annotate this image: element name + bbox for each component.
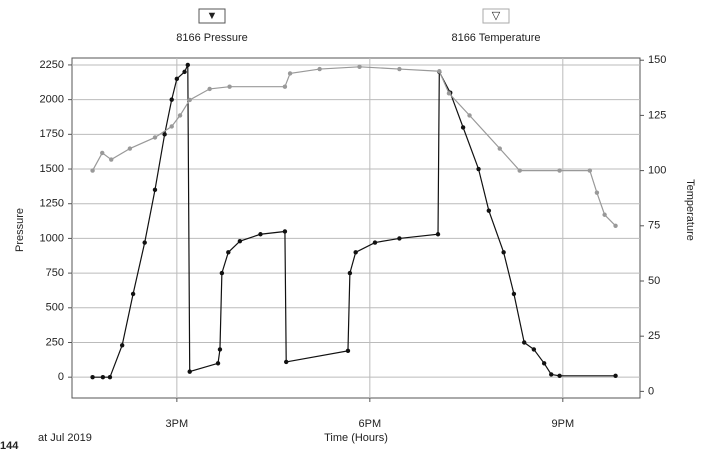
- data-point: [174, 76, 180, 82]
- x-tick-label: 9PM: [551, 418, 574, 430]
- data-point: [345, 348, 351, 354]
- data-point: [435, 232, 441, 237]
- data-point: [541, 361, 547, 366]
- data-point: [549, 372, 554, 377]
- data-point: [486, 208, 492, 213]
- y-tick-label: 0: [58, 371, 64, 383]
- data-point: [169, 97, 174, 102]
- data-point: [207, 86, 212, 92]
- data-point: [227, 84, 232, 89]
- y-tick-label: 500: [46, 302, 64, 314]
- data-point: [587, 168, 593, 173]
- plot-area: [71, 57, 641, 399]
- data-point: [460, 125, 466, 130]
- data-point: [130, 291, 136, 297]
- y-tick-label: 2250: [40, 59, 64, 71]
- y-tick-label: 1250: [40, 198, 64, 210]
- x-tick-label: 6PM: [359, 418, 382, 430]
- annotation-note: at Jul 2019: [38, 432, 92, 444]
- data-point: [162, 132, 167, 137]
- y-tick-label: 2000: [40, 94, 64, 106]
- data-point: [467, 113, 472, 118]
- data-point: [613, 373, 618, 378]
- x-tick-label: 3PM: [166, 418, 189, 430]
- y2-tick-label: 125: [648, 109, 666, 121]
- data-point: [169, 124, 174, 129]
- y2-tick-label: 75: [648, 220, 660, 232]
- data-point: [100, 150, 105, 156]
- data-point: [109, 157, 114, 162]
- data-point: [90, 168, 95, 173]
- y2-tick-label: 100: [648, 165, 666, 177]
- y2-axis-title: Temperature: [684, 179, 696, 241]
- legend-label: 8166 Temperature: [451, 32, 540, 44]
- data-point: [219, 270, 225, 276]
- data-point: [226, 250, 231, 255]
- y-tick-label: 250: [46, 336, 64, 348]
- data-point: [142, 240, 147, 245]
- data-point: [187, 97, 192, 103]
- data-point: [446, 91, 452, 96]
- data-point: [258, 232, 263, 237]
- y-tick-label: 750: [46, 267, 64, 279]
- data-point: [217, 347, 223, 352]
- data-point: [90, 374, 95, 380]
- data-point: [284, 359, 289, 365]
- series-line: [92, 64, 616, 378]
- data-point: [187, 369, 192, 374]
- data-point: [357, 64, 362, 70]
- data-point: [282, 84, 288, 89]
- y2-tick-label: 150: [648, 54, 666, 66]
- data-point: [397, 66, 402, 72]
- data-point: [282, 229, 288, 234]
- data-point: [152, 135, 158, 140]
- data-point: [182, 69, 187, 75]
- y-axis-title: Pressure: [14, 208, 26, 252]
- data-point: [287, 71, 293, 76]
- data-point: [177, 113, 183, 118]
- y2-tick-label: 0: [648, 385, 654, 397]
- data-point: [594, 190, 600, 195]
- annotation: 144: [0, 440, 19, 452]
- data-point: [100, 374, 106, 380]
- data-point: [372, 240, 378, 245]
- data-point: [501, 250, 506, 255]
- y2-tick-label: 50: [648, 275, 660, 287]
- legend-box[interactable]: [198, 8, 226, 24]
- legend-icon: ▼: [207, 10, 218, 22]
- data-point: [602, 212, 607, 217]
- y2-tick-label: 25: [648, 330, 660, 342]
- data-point: [215, 361, 221, 366]
- data-point: [476, 166, 481, 172]
- data-point: [613, 223, 618, 228]
- data-point: [511, 291, 517, 297]
- data-point: [497, 146, 502, 151]
- data-point: [185, 62, 190, 68]
- data-point: [517, 168, 522, 173]
- y-tick-label: 1000: [40, 232, 64, 244]
- data-point: [557, 373, 562, 378]
- data-point: [522, 340, 527, 345]
- legend-box[interactable]: [482, 8, 510, 24]
- x-axis-title: Time (Hours): [324, 432, 388, 444]
- data-point: [127, 146, 133, 151]
- data-point: [237, 238, 243, 244]
- data-point: [531, 347, 537, 352]
- y-tick-label: 1750: [40, 128, 64, 140]
- data-point: [353, 250, 358, 255]
- data-point: [152, 187, 158, 193]
- data-point: [119, 343, 125, 348]
- data-point: [317, 66, 322, 72]
- legend-icon: ▽: [492, 10, 501, 22]
- data-point: [437, 69, 442, 74]
- data-point: [107, 374, 113, 380]
- legend-label: 8166 Pressure: [176, 32, 248, 44]
- data-point: [557, 168, 562, 173]
- data-point: [397, 236, 402, 241]
- y-tick-label: 1500: [40, 163, 64, 175]
- data-point: [347, 270, 353, 276]
